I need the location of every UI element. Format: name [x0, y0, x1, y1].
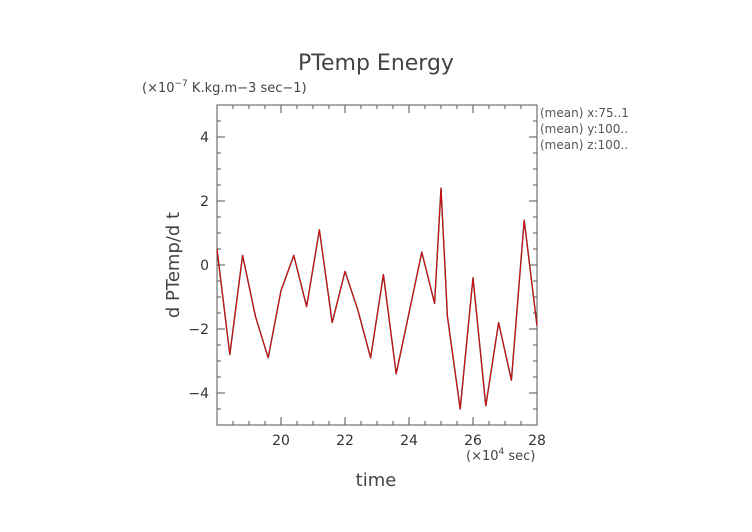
- x-tick-label: 24: [400, 433, 418, 449]
- y-tick-label: 4: [200, 130, 209, 146]
- y-tick-label: 0: [200, 258, 209, 274]
- y-axis-label: d PTemp/d t: [163, 212, 184, 318]
- series-line: [216, 187, 538, 410]
- annotation-mean-y: (mean) y:100..: [540, 122, 628, 136]
- annotation-mean-z: (mean) z:100..: [540, 138, 628, 152]
- x-scale-prefix: (×10: [466, 449, 499, 464]
- x-scale-exponent: 4: [499, 447, 505, 457]
- units-label-exponent: −7: [175, 79, 188, 89]
- y-tick-label: 2: [200, 194, 209, 210]
- x-scale-label: (×104 sec): [466, 447, 535, 464]
- series-layer: [216, 187, 538, 410]
- x-tick-label: 28: [528, 433, 546, 449]
- series-line-shadow: [216, 187, 538, 410]
- plot-frame: [216, 104, 538, 426]
- x-tick-label: 22: [336, 433, 354, 449]
- chart-title: PTemp Energy: [298, 51, 454, 76]
- y-tick-label: −2: [188, 322, 209, 338]
- y-tick-label: −4: [188, 386, 209, 402]
- x-tick-label: 20: [272, 433, 290, 449]
- units-label-prefix: (×10: [142, 81, 175, 96]
- units-label-suffix: K.kg.m−3 sec−1): [188, 81, 307, 96]
- x-scale-suffix: sec): [504, 449, 535, 464]
- axis-ticks: [217, 104, 538, 426]
- x-axis-label: time: [356, 470, 397, 491]
- x-tick-label: 26: [464, 433, 482, 449]
- annotation-mean-x: (mean) x:75..1: [540, 106, 629, 120]
- mean-annotations: (mean) x:75..1 (mean) y:100.. (mean) z:1…: [540, 106, 629, 152]
- units-label: (×10−7 K.kg.m−3 sec−1): [142, 79, 307, 96]
